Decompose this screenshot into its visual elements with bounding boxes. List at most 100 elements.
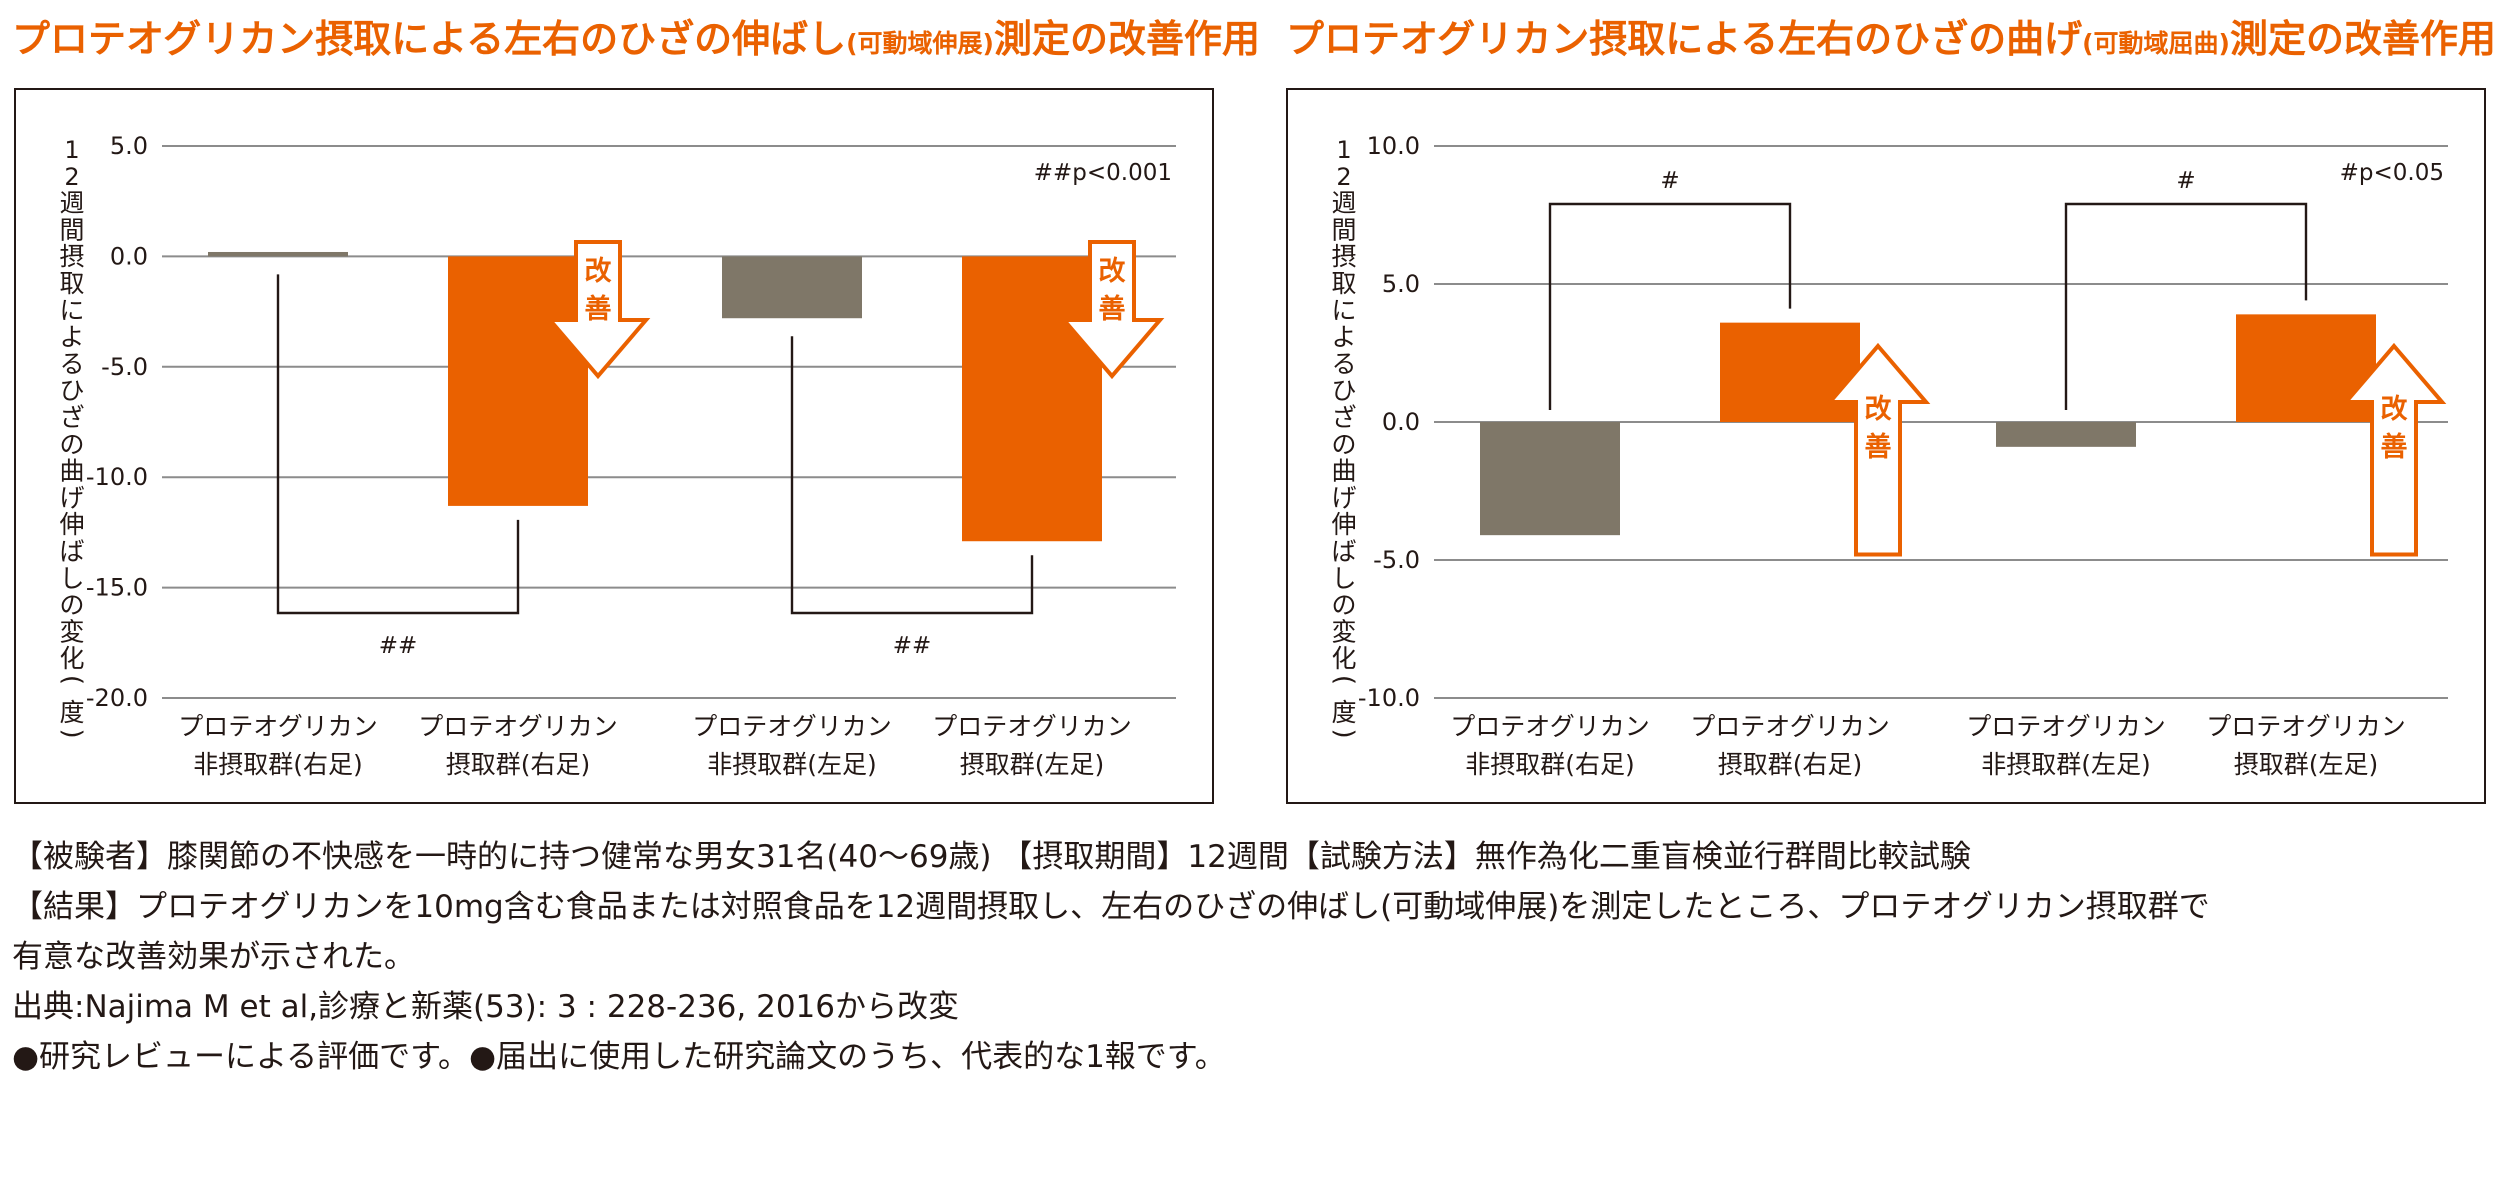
y-axis-label-glyph: ( [57, 675, 87, 685]
category-label: プロテオグリカン [178, 712, 378, 741]
improvement-label: 改 [1865, 394, 1892, 425]
note-result: 【結果】プロテオグリカンを10mg含む食品または対照食品を12週間摂取し、左右の… [12, 889, 2210, 925]
y-tick-label: -5.0 [101, 353, 148, 381]
title-sub: (可動域伸展) [846, 29, 994, 58]
y-axis-label-char: 変 [59, 617, 84, 646]
improvement-label: 改 [1099, 256, 1126, 287]
y-axis-label-char: ( [1329, 675, 1359, 685]
y-axis-label-char: 度 [1331, 698, 1356, 727]
bar [1996, 422, 2136, 447]
improvement-label: 善 [2381, 431, 2408, 463]
title-main: プロテオグリカン摂取による左右のひざの曲げ [1286, 17, 2083, 61]
significance-bracket [790, 336, 1034, 615]
y-axis-label-char: 1 [64, 136, 79, 164]
y-axis-label-char: 2 [64, 163, 79, 191]
category-label: 非摂取群(右足) [193, 750, 363, 779]
improvement-arrow [1825, 342, 1931, 557]
category-label: プロテオグリカン [2206, 712, 2406, 741]
y-axis-label-char: し [59, 564, 84, 593]
chart-flexion: 10.05.00.0-5.0-10.012週間摂取によるひざの曲げ伸ばしの変化(… [1329, 132, 2448, 779]
y-axis-label-char: よ [1331, 323, 1356, 352]
y-axis-label-char: ) [57, 729, 87, 739]
y-axis-label-glyph: ) [57, 729, 87, 739]
y-axis-label-char: ひ [59, 376, 84, 405]
title-sub: (可動域屈曲) [2082, 29, 2230, 58]
significance-bracket [276, 274, 520, 615]
category-label: プロテオグリカン [1966, 712, 2166, 741]
category-label: 摂取群(右足) [1718, 750, 1863, 779]
y-axis-label-char: 摂 [59, 242, 84, 271]
note-source: 出典:Najima M et al,診療と新薬(53): 3 : 228-236… [12, 989, 959, 1025]
improvement-label: 改 [2381, 394, 2408, 425]
category-label: 摂取群(右足) [446, 750, 591, 779]
y-axis-label-char: し [1331, 564, 1356, 593]
y-axis-label-char: の [1331, 591, 1356, 620]
y-axis-label-char: 曲 [1331, 457, 1356, 486]
bar [2236, 314, 2376, 422]
y-axis-label-char: 間 [59, 215, 84, 244]
category-label: 非摂取群(左足) [1981, 750, 2151, 779]
y-axis-label-char: 2 [1336, 163, 1351, 191]
y-axis-label-char: 曲 [59, 457, 84, 486]
y-axis-label-char: の [1331, 430, 1356, 459]
bar [1480, 422, 1620, 536]
improvement-label: 善 [585, 293, 612, 325]
y-axis-label-char: ( [57, 675, 87, 685]
improvement-arrow [2341, 342, 2447, 557]
study-notes: 【被験者】膝関節の不快感を一時的に持つ健常な男女31名(40〜69歳) 【摂取期… [12, 832, 2492, 1082]
y-tick-label: -15.0 [86, 574, 148, 602]
y-axis-label-char: 1 [1336, 136, 1351, 164]
y-axis-label-char: 取 [1331, 269, 1356, 298]
category-label: 非摂取群(左足) [707, 750, 877, 779]
y-axis-label-char: よ [59, 323, 84, 352]
improvement-label: 善 [1865, 431, 1892, 463]
improvement-label: 善 [1099, 293, 1126, 325]
category-label: プロテオグリカン [1690, 712, 1890, 741]
category-label: プロテオグリカン [692, 712, 892, 741]
chart-extension: 5.00.0-5.0-10.0-15.0-20.012週間摂取によるひざの曲げ伸… [57, 132, 1176, 779]
y-axis-label-char: げ [59, 483, 84, 512]
category-label: プロテオグリカン [932, 712, 1132, 741]
y-axis-label-char: 週 [1331, 189, 1356, 218]
y-axis-label-char: ば [1331, 537, 1356, 566]
y-tick-label: -20.0 [86, 684, 148, 712]
y-axis-label-char: 間 [1331, 215, 1356, 244]
y-axis-label-char: ひ [1331, 376, 1356, 405]
category-label: 非摂取群(右足) [1465, 750, 1635, 779]
y-tick-label: 10.0 [1367, 132, 1420, 160]
y-tick-label: 0.0 [110, 242, 148, 270]
y-axis-label-char: 取 [59, 269, 84, 298]
y-axis-label-char: げ [1331, 483, 1356, 512]
bar [722, 256, 862, 319]
y-axis-label-char: 伸 [1331, 510, 1356, 539]
y-tick-label: -5.0 [1373, 546, 1420, 574]
bar [962, 256, 1102, 542]
y-axis-label-char: 変 [1331, 617, 1356, 646]
category-label: 摂取群(左足) [2234, 750, 2379, 779]
y-axis-label-char: 度 [59, 698, 84, 727]
note-subjects: 【被験者】膝関節の不快感を一時的に持つ健常な男女31名(40〜69歳) 【摂取期… [12, 839, 1971, 875]
title-end: 測定の改善作用 [993, 17, 1260, 61]
chart-panel-flexion: 10.0 5.0 0.0 -5.0 -10.0 1 2 週間摂取によるひざの曲げ伸ばしの変化(… [1286, 88, 2486, 804]
bar [448, 256, 588, 506]
bar [208, 251, 348, 257]
y-tick-label: -10.0 [1358, 684, 1420, 712]
y-tick-label: 5.0 [110, 132, 148, 160]
significance-note: ##p<0.001 [1034, 160, 1172, 186]
y-tick-label: -10.0 [86, 463, 148, 491]
y-axis-label-char: の [59, 591, 84, 620]
chart-title-extension: プロテオグリカン摂取による左右のひざの伸ばし(可動域伸展)測定の改善作用 [12, 8, 1260, 63]
category-label: 摂取群(左足) [960, 750, 1105, 779]
y-axis-label-char: に [1331, 296, 1356, 325]
y-axis-label-glyph: ) [1329, 729, 1359, 739]
y-axis-label-char: ざ [1331, 403, 1356, 432]
chart-title-flexion: プロテオグリカン摂取による左右のひざの曲げ(可動域屈曲)測定の改善作用 [1286, 8, 2496, 63]
y-axis-label-char: ) [1329, 729, 1359, 739]
improvement-arrow [1059, 240, 1165, 380]
significance-label: # [2176, 168, 2195, 194]
improvement-label: 改 [585, 256, 612, 287]
y-axis-label-char: 伸 [59, 510, 84, 539]
title-main: プロテオグリカン摂取による左右のひざの伸ばし [12, 17, 847, 61]
y-axis-label-char: る [59, 349, 84, 378]
y-axis-label-char: ざ [59, 403, 84, 432]
